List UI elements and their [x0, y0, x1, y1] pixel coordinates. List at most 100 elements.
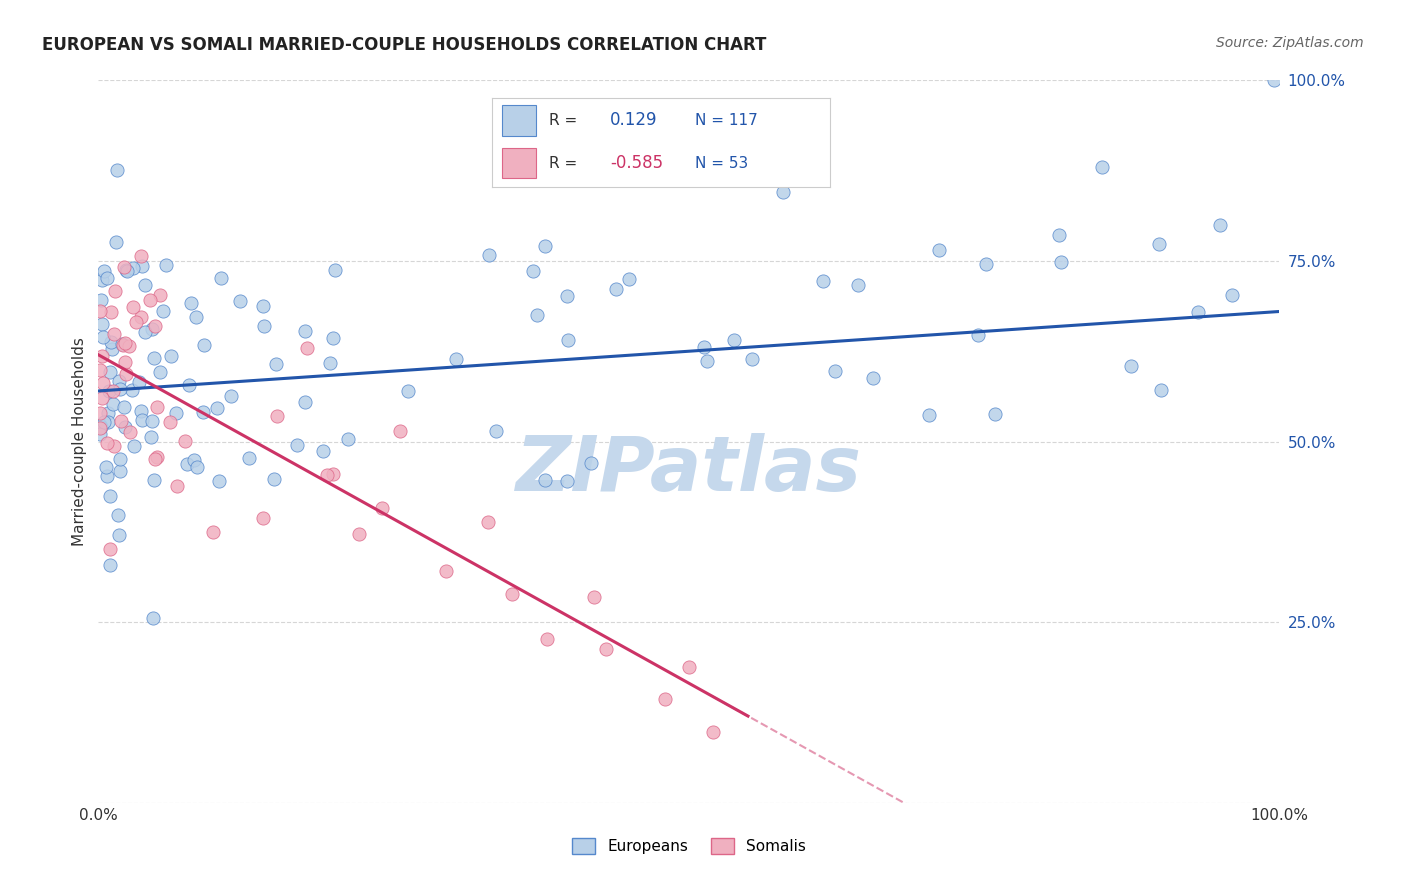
Point [101, 397, 124, 411]
Point [202, 524, 225, 539]
Point [1047, 227, 1070, 242]
Point [143, 473, 166, 487]
Point [1187, 305, 1209, 319]
Point [143, 452, 166, 467]
Point [139, 293, 162, 308]
Point [108, 374, 131, 388]
Point [134, 325, 156, 339]
Point [100, 304, 122, 318]
Point [97, 405, 120, 419]
Point [110, 414, 132, 428]
Point [264, 357, 287, 371]
Point [824, 364, 846, 378]
Point [114, 355, 136, 369]
Text: N = 117: N = 117 [695, 113, 758, 128]
Point [536, 632, 558, 646]
Point [295, 341, 318, 355]
Point [96, 270, 118, 285]
Point [107, 508, 129, 522]
Point [112, 260, 135, 274]
Point [97, 415, 120, 429]
Point [693, 340, 716, 354]
Point [152, 304, 174, 318]
Text: EUROPEAN VS SOMALI MARRIED-COUPLE HOUSEHOLDS CORRELATION CHART: EUROPEAN VS SOMALI MARRIED-COUPLE HOUSEH… [42, 36, 766, 54]
Point [98, 365, 121, 379]
Point [111, 336, 134, 351]
Point [89, 406, 111, 420]
Point [557, 333, 579, 347]
Point [104, 284, 127, 298]
Point [396, 384, 419, 398]
Point [114, 400, 136, 414]
Point [193, 337, 215, 351]
Text: Source: ZipAtlas.com: Source: ZipAtlas.com [1216, 36, 1364, 50]
Point [252, 300, 274, 314]
Point [90, 420, 112, 434]
Point [134, 277, 156, 292]
Point [146, 400, 169, 414]
Point [551, 116, 574, 130]
Point [928, 243, 950, 257]
Point [477, 516, 499, 530]
Point [96, 469, 118, 483]
Point [1208, 218, 1230, 232]
Point [534, 473, 557, 487]
Point [165, 405, 187, 419]
Text: 0.129: 0.129 [610, 112, 658, 129]
Point [555, 475, 578, 489]
Point [370, 501, 392, 516]
Point [108, 452, 131, 467]
Point [811, 274, 834, 288]
Point [115, 263, 138, 277]
Point [160, 349, 183, 363]
Point [846, 278, 869, 293]
Point [229, 294, 252, 309]
Point [772, 185, 794, 199]
Point [1050, 255, 1073, 269]
Point [159, 415, 181, 429]
Point [141, 414, 163, 428]
Point [103, 439, 125, 453]
Point [174, 434, 197, 448]
Point [115, 367, 138, 381]
Point [323, 262, 346, 277]
Point [90, 391, 112, 405]
Point [91, 330, 114, 344]
Point [149, 365, 172, 379]
Point [557, 289, 579, 303]
Point [583, 590, 606, 604]
Point [98, 384, 121, 398]
Point [862, 371, 884, 385]
Point [522, 264, 544, 278]
Point [238, 450, 260, 465]
Point [143, 319, 166, 334]
Point [124, 316, 146, 330]
Point [155, 258, 177, 272]
Point [179, 377, 201, 392]
Point [176, 458, 198, 472]
Point [444, 351, 467, 366]
Point [100, 342, 122, 356]
Point [166, 479, 188, 493]
Point [579, 456, 602, 470]
Point [146, 450, 169, 464]
Point [186, 460, 208, 475]
Point [478, 248, 501, 262]
Point [294, 395, 316, 409]
Point [183, 452, 205, 467]
Point [108, 464, 131, 478]
Point [112, 338, 135, 352]
FancyBboxPatch shape [502, 105, 536, 136]
Point [983, 407, 1005, 421]
Point [141, 322, 163, 336]
Point [91, 376, 114, 390]
Point [208, 474, 231, 488]
Point [347, 527, 370, 541]
Point [1263, 73, 1285, 87]
Y-axis label: Married-couple Households: Married-couple Households [72, 337, 87, 546]
Point [526, 308, 548, 322]
Point [253, 318, 276, 333]
Point [263, 472, 285, 486]
Point [121, 260, 143, 275]
Point [131, 310, 153, 324]
